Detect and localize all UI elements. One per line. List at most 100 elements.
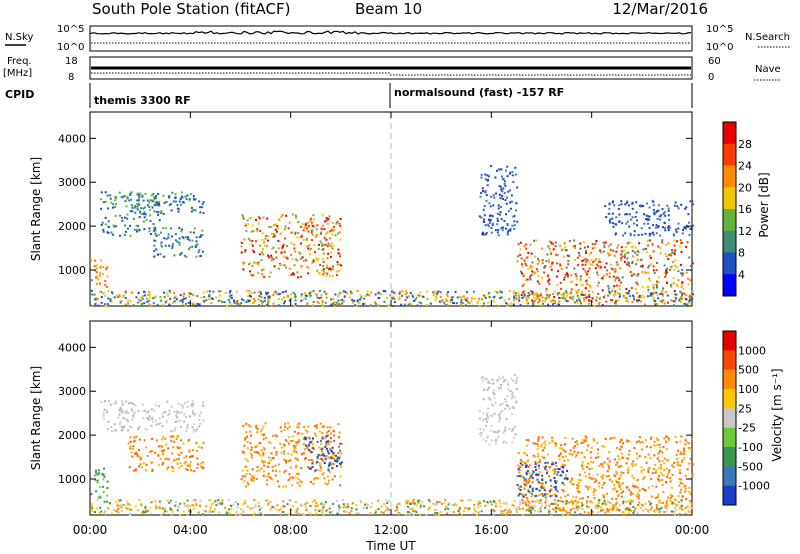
scatter-point	[199, 206, 202, 209]
scatter-point	[632, 255, 635, 258]
scatter-point	[635, 495, 638, 498]
scatter-point	[137, 199, 140, 202]
scatter-point	[494, 290, 497, 293]
scatter-point	[333, 434, 336, 437]
scatter-point	[534, 463, 537, 465]
scatter-point	[499, 502, 502, 505]
scatter-point	[96, 267, 98, 270]
scatter-point	[587, 299, 590, 302]
scatter-point	[664, 275, 667, 278]
scatter-point	[184, 304, 187, 307]
scatter-point	[181, 302, 184, 305]
scatter-point	[246, 506, 249, 508]
scatter-point	[684, 443, 687, 446]
scatter-point	[625, 299, 628, 302]
scatter-point	[102, 201, 105, 204]
scatter-point	[627, 457, 630, 460]
scatter-point	[307, 466, 309, 469]
scatter-point	[197, 511, 200, 514]
scatter-point	[514, 294, 517, 297]
scatter-point	[247, 237, 250, 240]
scatter-point	[453, 503, 456, 506]
scatter-point	[228, 301, 231, 304]
scatter-point	[468, 302, 471, 305]
scatter-point	[156, 253, 159, 256]
scatter-point	[498, 185, 501, 188]
scatter-point	[189, 465, 192, 468]
scatter-point	[483, 214, 486, 217]
xtick-label: 04:00	[173, 523, 208, 537]
scatter-point	[194, 198, 197, 201]
scatter-point	[535, 294, 538, 296]
scatter-point	[415, 511, 418, 513]
scatter-point	[543, 465, 546, 468]
scatter-point	[661, 451, 664, 454]
scatter-point	[680, 508, 683, 510]
scatter-point	[394, 509, 397, 512]
scatter-point	[290, 476, 293, 479]
scatter-point	[368, 294, 371, 297]
scatter-point	[417, 499, 420, 502]
scatter-point	[591, 477, 594, 480]
scatter-point	[564, 245, 567, 248]
scatter-point	[517, 487, 520, 490]
scatter-point	[425, 513, 428, 516]
cpid-program-b: normalsound (fast) -157 RF	[394, 86, 564, 99]
scatter-point	[526, 508, 529, 511]
scatter-point	[153, 409, 156, 412]
scatter-point	[612, 249, 615, 252]
scatter-point	[621, 482, 624, 485]
scatter-point	[594, 267, 597, 270]
scatter-point	[658, 451, 660, 454]
scatter-point	[331, 453, 334, 456]
scatter-point	[647, 271, 650, 274]
scatter-point	[538, 298, 541, 301]
scatter-point	[512, 303, 515, 306]
scatter-point	[419, 505, 422, 508]
scatter-point	[552, 508, 555, 511]
scatter-point	[490, 164, 492, 167]
scatter-point	[255, 451, 258, 454]
scatter-point	[556, 480, 559, 483]
scatter-point	[525, 257, 528, 259]
scatter-point	[178, 237, 181, 240]
scatter-point	[288, 221, 291, 224]
scatter-point	[648, 264, 651, 267]
scatter-point	[584, 269, 587, 272]
scatter-point	[251, 265, 254, 267]
scatter-point	[152, 223, 155, 225]
scatter-point	[242, 268, 245, 271]
scatter-point	[437, 513, 440, 516]
scatter-point	[242, 509, 245, 512]
scatter-point	[184, 195, 187, 198]
scatter-point	[271, 469, 274, 472]
scatter-point	[190, 405, 193, 408]
scatter-point	[501, 229, 504, 232]
scatter-point	[196, 243, 199, 246]
scatter-point	[638, 455, 641, 458]
scatter-point	[96, 481, 99, 484]
scatter-point	[156, 304, 159, 307]
colorbar-swatch	[723, 485, 736, 506]
scatter-point	[664, 214, 667, 217]
scatter-point	[247, 300, 250, 302]
scatter-point	[659, 499, 662, 502]
scatter-point	[316, 468, 319, 471]
scatter-point	[666, 282, 668, 284]
scatter-point	[648, 226, 651, 229]
scatter-point	[647, 486, 650, 489]
scatter-point	[669, 498, 672, 501]
scatter-point	[389, 294, 392, 297]
scatter-point	[434, 295, 437, 298]
scatter-point	[138, 438, 141, 441]
scatter-point	[686, 441, 688, 444]
scatter-point	[333, 439, 336, 442]
scatter-point	[174, 427, 177, 430]
scatter-point	[539, 499, 542, 502]
scatter-point	[589, 500, 592, 503]
scatter-point	[519, 462, 522, 465]
scatter-point	[525, 464, 528, 467]
scatter-point	[281, 213, 284, 216]
scatter-point	[591, 467, 594, 470]
